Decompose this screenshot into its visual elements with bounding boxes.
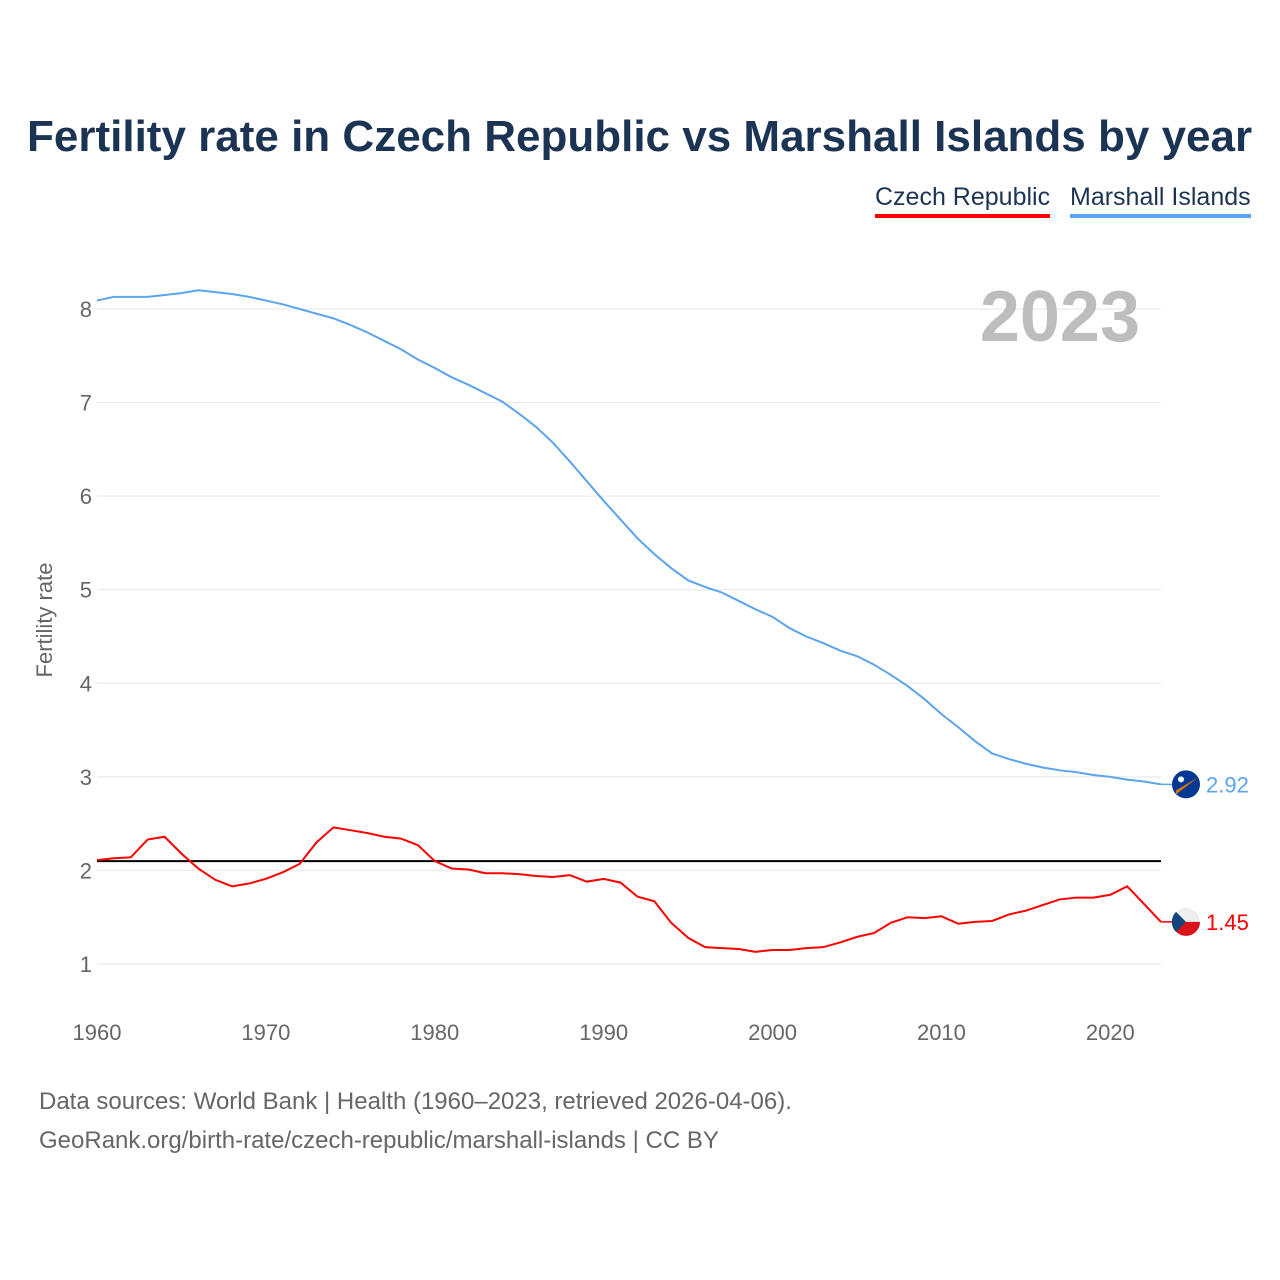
y-tick-label: 3: [80, 765, 92, 790]
y-tick-label: 2: [80, 858, 92, 883]
x-tick-label: 1960: [73, 1020, 122, 1045]
marshall-islands-flag-icon: [1176, 777, 1198, 795]
source-note: Data sources: World Bank | Health (1960–…: [39, 1088, 792, 1115]
end-value-label: 2.92: [1206, 772, 1249, 797]
source-url: GeoRank.org/birth-rate/czech-republic/ma…: [39, 1127, 719, 1154]
y-tick-label: 6: [80, 484, 92, 509]
end-value-label: 1.45: [1206, 910, 1249, 935]
y-tick-label: 8: [80, 297, 92, 322]
x-tick-label: 1980: [410, 1020, 459, 1045]
year-label: 2023: [980, 277, 1140, 357]
x-tick-label: 1970: [241, 1020, 290, 1045]
y-tick-label: 7: [80, 391, 92, 416]
x-tick-label: 2020: [1086, 1020, 1135, 1045]
x-tick-label: 2010: [917, 1020, 966, 1045]
y-tick-label: 5: [80, 578, 92, 603]
czech-flag-icon: [1171, 911, 1186, 932]
x-tick-label: 1990: [579, 1020, 628, 1045]
y-axis-label: Fertility rate: [32, 563, 57, 678]
y-tick-label: 1: [80, 952, 92, 977]
y-tick-label: 4: [80, 671, 92, 696]
chart-title: Fertility rate in Czech Republic vs Mars…: [27, 112, 1253, 161]
x-tick-label: 2000: [748, 1020, 797, 1045]
marshall-islands-flag-icon: [1178, 776, 1184, 783]
legend-marshall-islands[interactable]: Marshall Islands: [1070, 183, 1251, 218]
series-line-czech-republic: [96, 826, 1162, 953]
series-line-marshall-islands: [96, 289, 1162, 786]
legend-czech-republic[interactable]: Czech Republic: [875, 183, 1051, 218]
